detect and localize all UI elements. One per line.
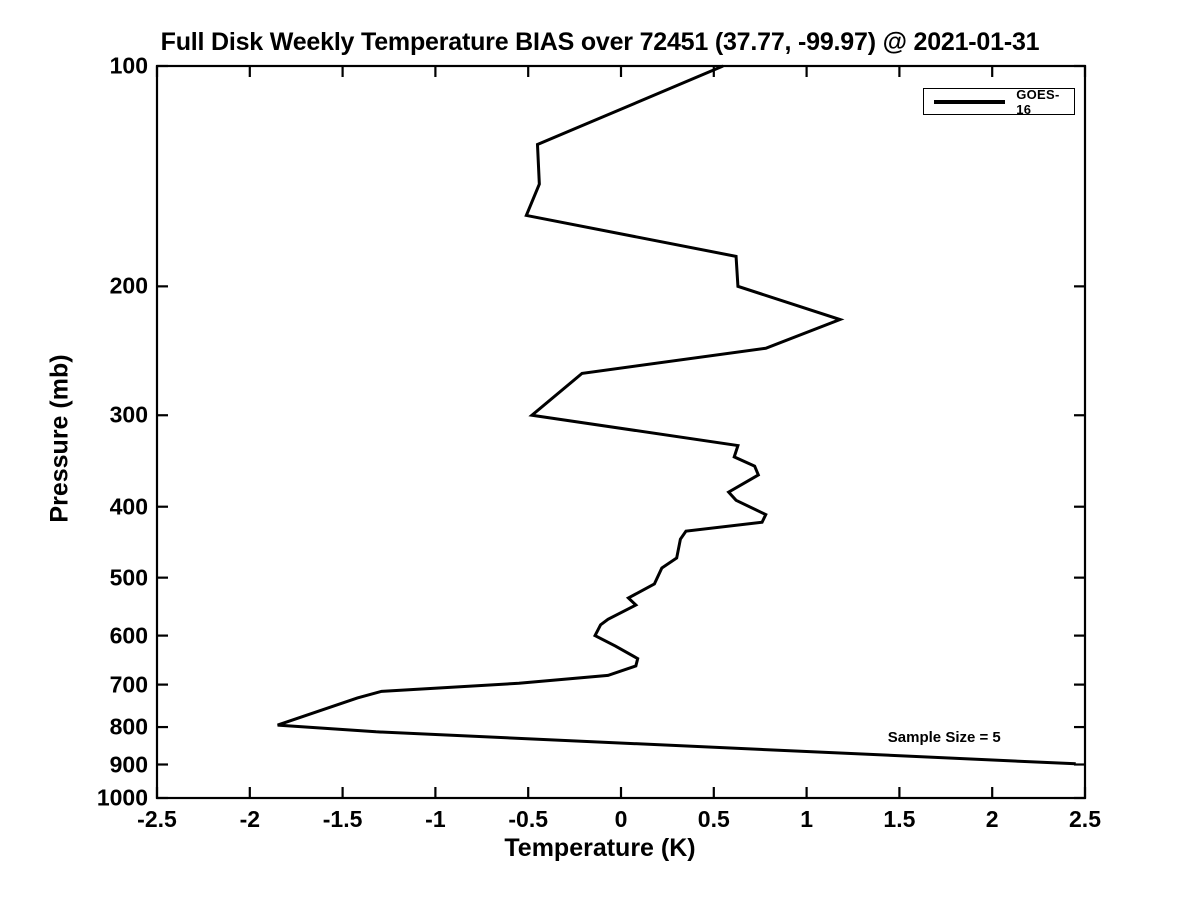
x-axis-label: Temperature (K) [504, 834, 696, 862]
y-tick-label-wrap: 700 [0, 671, 148, 698]
x-tick-label: -2.5 [137, 806, 177, 832]
axis-tick-marks [155, 64, 1087, 800]
y-tick-label-wrap: 300 [0, 402, 148, 429]
y-tick-label: 300 [109, 401, 148, 428]
y-tick-label: 500 [109, 564, 148, 591]
y-tick-label: 200 [109, 272, 148, 299]
y-tick-label-wrap: 400 [0, 493, 148, 520]
x-tick-label: -1.5 [322, 806, 363, 832]
y-tick-label: 400 [109, 493, 148, 520]
y-tick-label-wrap: 600 [0, 622, 148, 649]
y-tick-label-wrap: 900 [0, 751, 148, 778]
x-tick-label: 2 [985, 806, 999, 832]
y-tick-label: 600 [109, 622, 148, 649]
y-tick-label-wrap: 1000 [0, 785, 148, 812]
legend-entry-label: GOES-16 [1016, 86, 1060, 117]
x-tick-label: 0.5 [697, 806, 730, 832]
y-tick-label: 900 [109, 751, 148, 777]
y-tick-label-wrap: 100 [0, 53, 148, 80]
legend-line-swatch [934, 99, 1006, 104]
series-line-goes-16 [277, 64, 1076, 766]
x-tick-label: -0.5 [508, 806, 549, 832]
axes-frame [155, 64, 1087, 800]
sample-size-annotation: Sample Size = 5 [887, 729, 1001, 747]
y-tick-label: 700 [109, 671, 148, 698]
x-tick-label: 2.5 [1069, 806, 1101, 832]
data-series-layer [277, 64, 1076, 766]
plot-frame [155, 64, 1087, 800]
y-tick-label: 800 [109, 713, 148, 740]
chart-title: Full Disk Weekly Temperature BIAS over 7… [160, 28, 1040, 56]
y-tick-label: 100 [109, 52, 148, 79]
x-tick-label: -1 [425, 806, 446, 832]
x-tick-label: 1 [800, 806, 813, 832]
y-tick-label: 1000 [96, 784, 148, 811]
x-tick-label: 1.5 [883, 806, 916, 832]
y-tick-label-wrap: 200 [0, 273, 148, 300]
y-tick-label-wrap: 800 [0, 714, 148, 741]
x-tick-label: 0 [614, 806, 628, 832]
x-tick-label: -2 [239, 806, 261, 832]
chart-legend: GOES-16 [923, 86, 1075, 117]
y-tick-label-wrap: 500 [0, 564, 148, 591]
